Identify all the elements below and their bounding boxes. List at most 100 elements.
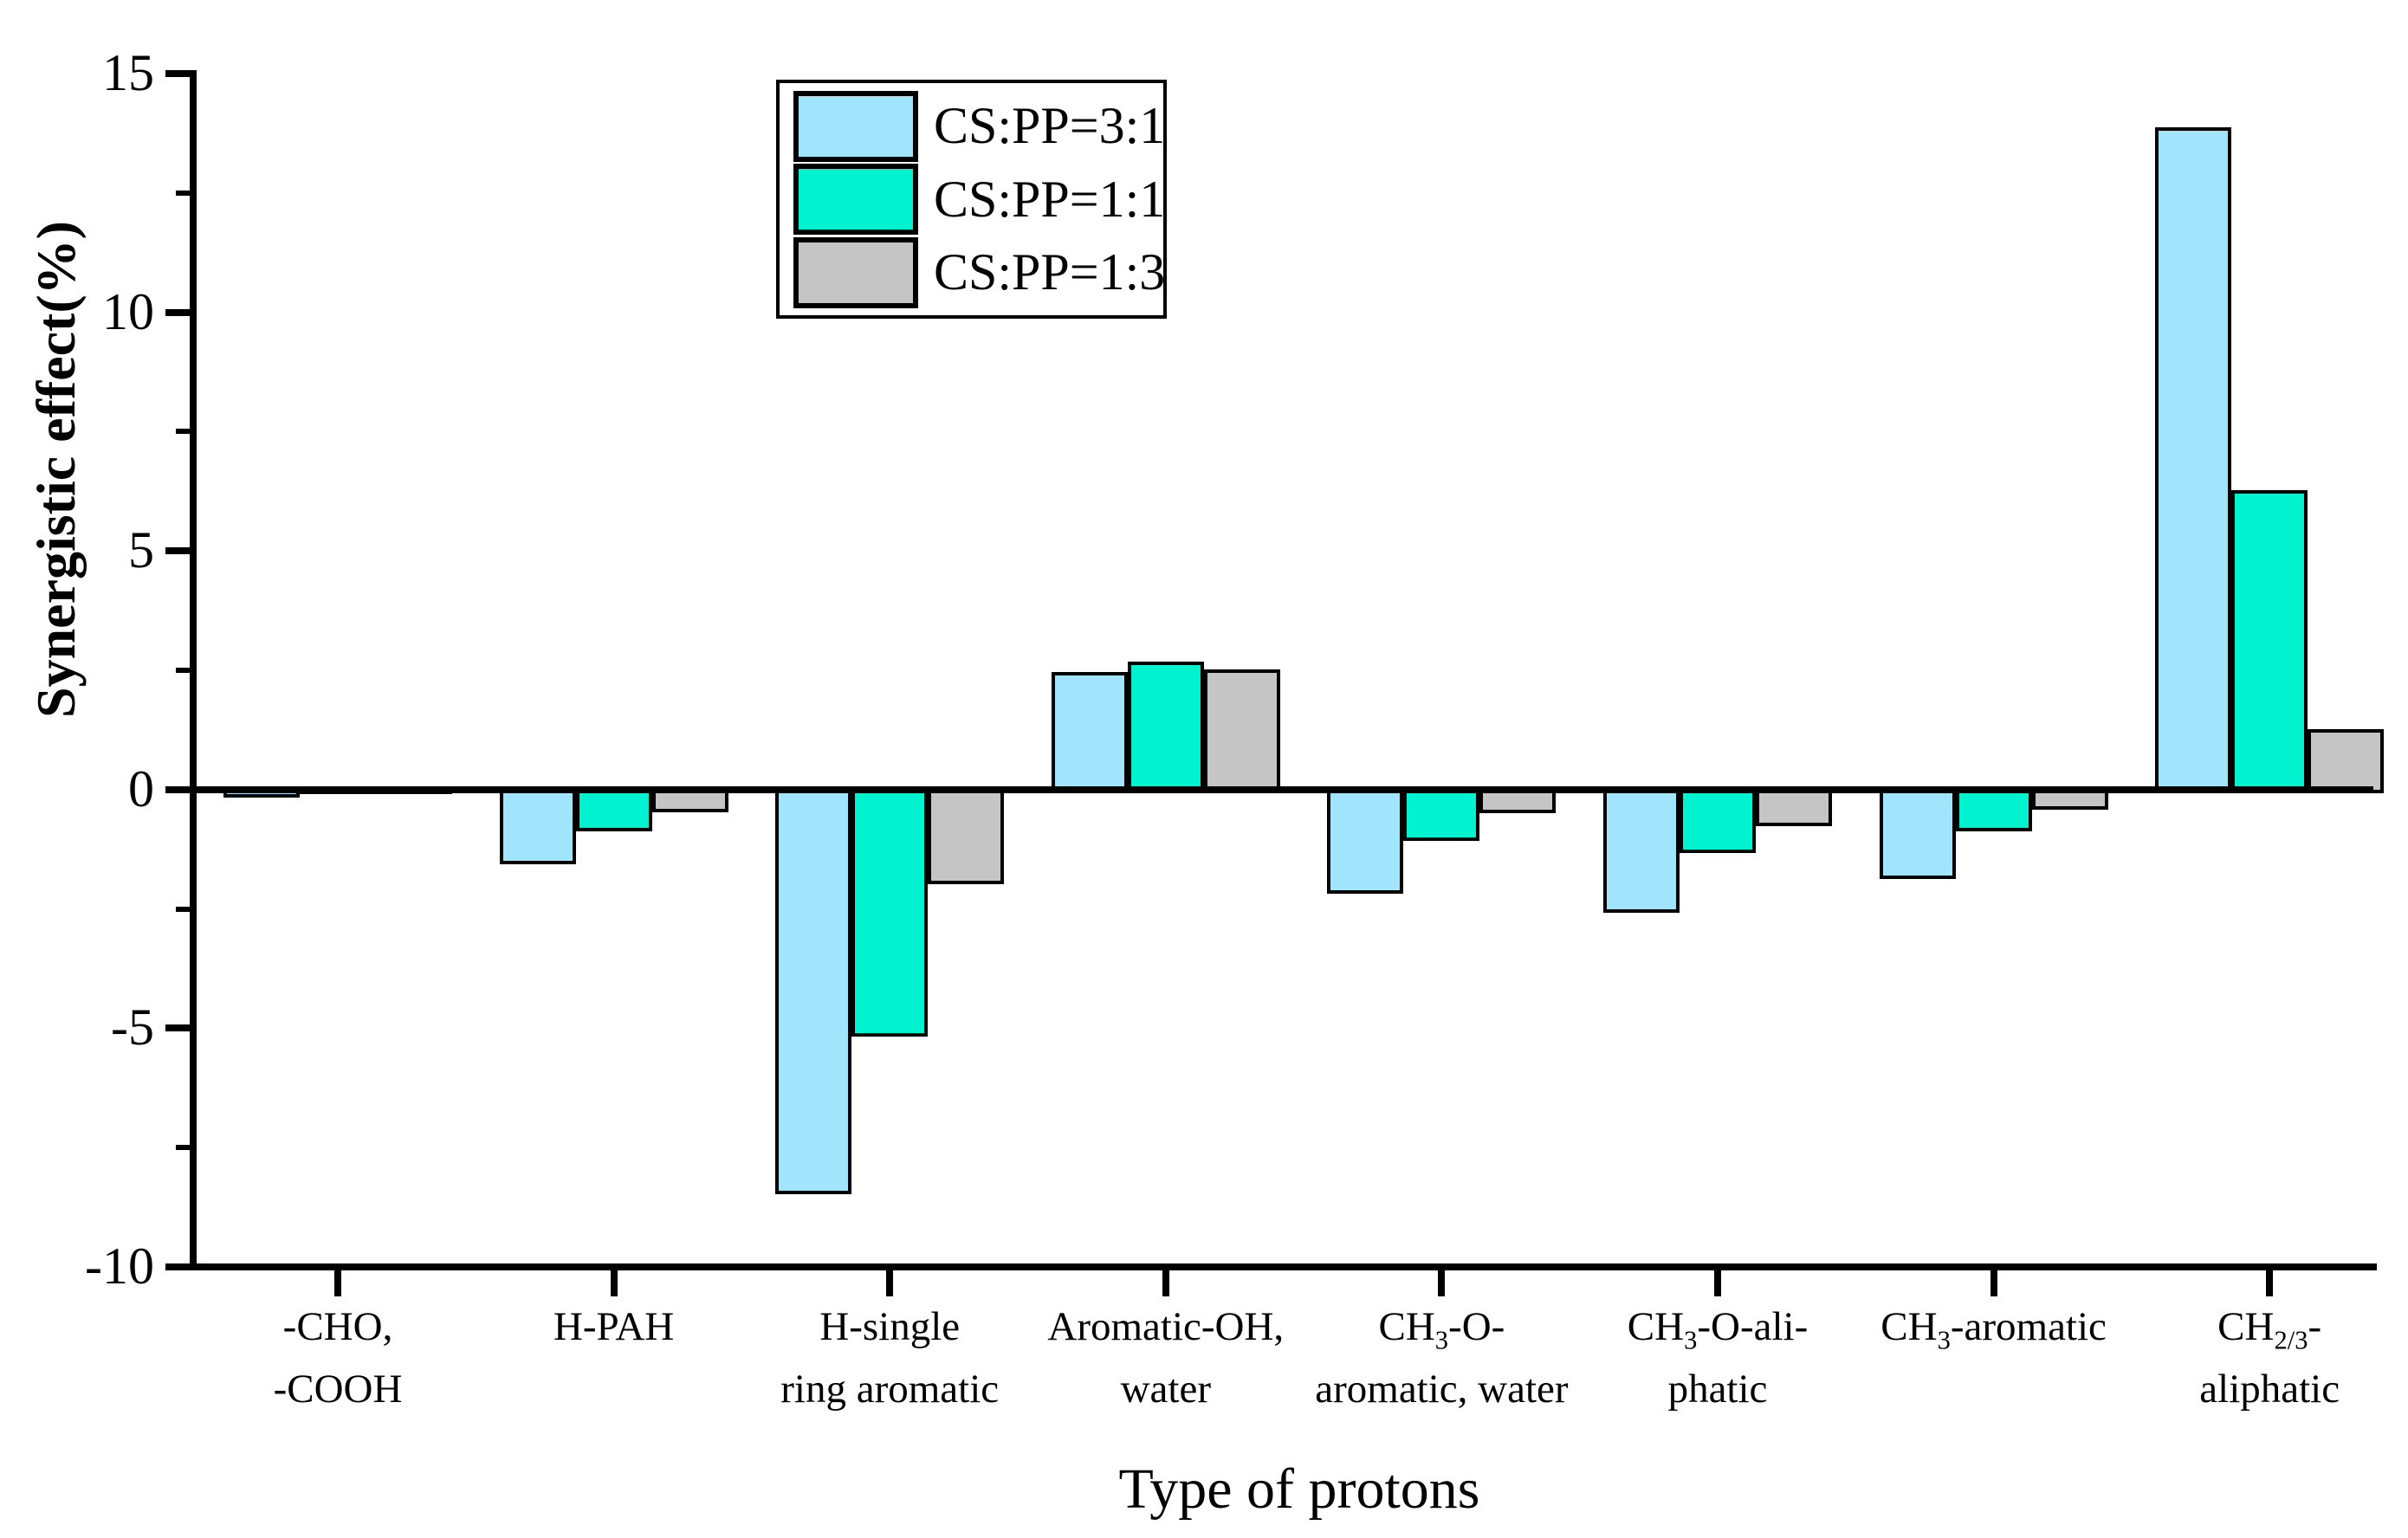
legend-item: CS:PP=1:1 — [793, 164, 1166, 235]
x-category-label-line: -COOH — [274, 1358, 403, 1420]
label-text: -CHO, — [282, 1304, 393, 1349]
label-text: aliphatic — [2199, 1367, 2340, 1412]
bar — [1603, 785, 1680, 913]
bar — [1051, 671, 1128, 793]
bar — [1203, 669, 1280, 793]
y-tick-label: 5 — [128, 521, 154, 579]
x-axis-category-tick — [334, 1270, 341, 1296]
x-axis-category-tick — [1714, 1270, 1721, 1296]
y-tick-label: 0 — [128, 759, 154, 817]
label-text: ring aromatic — [780, 1367, 1000, 1412]
label-text: -COOH — [273, 1367, 403, 1412]
bar — [2155, 127, 2232, 793]
y-tick-label: 10 — [102, 282, 154, 340]
bar — [1680, 785, 1756, 853]
chart-legend: CS:PP=3:1 CS:PP=1:1 CS:PP=1:3 — [776, 80, 1167, 319]
legend-swatch — [793, 236, 918, 308]
bar — [851, 785, 929, 1037]
legend-label: CS:PP=1:1 — [934, 170, 1166, 228]
x-axis-category-tick — [610, 1270, 618, 1296]
bar — [575, 785, 652, 831]
y-axis-minor-tick — [176, 429, 190, 435]
y-axis-spine — [190, 70, 197, 1270]
y-axis-minor-tick — [176, 668, 190, 673]
label-text: phatic — [1667, 1367, 1768, 1412]
y-axis-major-tick — [165, 70, 190, 77]
label-text: CH — [1627, 1304, 1685, 1349]
x-category-label: CH3-O-aromatic, water — [1315, 1296, 1568, 1420]
label-text: H-single — [819, 1304, 961, 1349]
x-category-label: CH3-aromatic — [1880, 1296, 2107, 1358]
legend-swatch — [793, 90, 918, 162]
x-category-label-line: CH3-aromatic — [1880, 1296, 2107, 1358]
label-text: CH — [2217, 1304, 2275, 1349]
x-axis-category-tick — [886, 1270, 894, 1296]
x-category-label-line: CH3-O- — [1315, 1296, 1568, 1358]
label-text: Aromatic-OH, — [1047, 1304, 1285, 1349]
x-axis-spine — [190, 1263, 2377, 1270]
x-category-label-line: H-single — [780, 1296, 999, 1358]
x-category-label: H-PAH — [553, 1296, 674, 1358]
x-category-label: CH3-O-ali-phatic — [1628, 1296, 1808, 1420]
y-axis-major-tick — [165, 785, 190, 793]
y-axis-major-tick — [165, 1263, 190, 1270]
legend-item: CS:PP=3:1 — [793, 90, 1166, 162]
label-text: - — [2308, 1304, 2322, 1349]
x-axis-title: Type of protons — [1118, 1457, 1480, 1521]
bar — [1327, 785, 1404, 894]
x-axis-category-tick — [2266, 1270, 2274, 1296]
y-tick-label: 15 — [102, 44, 154, 101]
x-category-label-line: CH2/3- — [2199, 1296, 2340, 1358]
legend-item: CS:PP=1:3 — [793, 236, 1166, 308]
x-category-label-line: phatic — [1628, 1358, 1808, 1420]
bar — [775, 785, 852, 1194]
bar — [2231, 490, 2308, 793]
y-tick-label: -10 — [85, 1238, 154, 1295]
label-text: H-PAH — [553, 1304, 675, 1349]
label-text: aromatic, water — [1315, 1367, 1569, 1412]
bar — [1403, 785, 1480, 841]
y-axis-major-tick — [165, 547, 190, 555]
x-category-label-line: Aromatic-OH, — [1047, 1296, 1284, 1358]
bar — [1955, 785, 2032, 831]
bar — [499, 785, 576, 865]
x-category-label-line: H-PAH — [553, 1296, 674, 1358]
legend-label: CS:PP=3:1 — [934, 97, 1166, 154]
x-axis-category-tick — [1162, 1270, 1169, 1296]
y-axis-major-tick — [165, 1024, 190, 1032]
label-text: -O-ali- — [1697, 1304, 1809, 1349]
legend-label: CS:PP=1:3 — [934, 243, 1166, 300]
x-category-label: H-single ring aromatic — [780, 1296, 999, 1420]
x-category-label-line: -CHO, — [274, 1296, 403, 1358]
y-axis-minor-tick — [176, 906, 190, 912]
x-category-label: CH2/3- aliphatic — [2199, 1296, 2340, 1420]
bar — [928, 785, 1005, 884]
x-category-label: -CHO, -COOH — [274, 1296, 403, 1420]
x-axis-zero-line — [193, 785, 2373, 793]
x-category-label-line: aliphatic — [2199, 1358, 2340, 1420]
x-category-label-line: aromatic, water — [1315, 1358, 1568, 1420]
x-category-label-line: ring aromatic — [780, 1358, 999, 1420]
x-axis-category-tick — [1438, 1270, 1446, 1296]
y-tick-label: -5 — [111, 998, 154, 1057]
label-text: water — [1120, 1367, 1211, 1412]
subscript-text: 3 — [1684, 1325, 1698, 1355]
subscript-text: 2/3 — [2274, 1325, 2308, 1355]
subscript-text: 3 — [1434, 1325, 1449, 1355]
y-axis-minor-tick — [176, 1145, 190, 1151]
x-axis-category-tick — [1990, 1270, 1997, 1296]
legend-swatch — [793, 164, 918, 235]
label-text: -aromatic — [1950, 1304, 2107, 1349]
label-text: CH — [1378, 1304, 1435, 1349]
x-category-label-line: water — [1047, 1358, 1284, 1420]
label-text: -O- — [1448, 1304, 1505, 1349]
subscript-text: 3 — [1937, 1325, 1951, 1355]
label-text: CH — [1880, 1304, 1938, 1349]
x-category-label: Aromatic-OH, water — [1047, 1296, 1284, 1420]
bar — [1127, 662, 1204, 793]
bar — [1879, 785, 1956, 879]
y-axis-major-tick — [165, 308, 190, 316]
x-category-label-line: CH3-O-ali- — [1628, 1296, 1808, 1358]
y-axis-minor-tick — [176, 190, 190, 196]
